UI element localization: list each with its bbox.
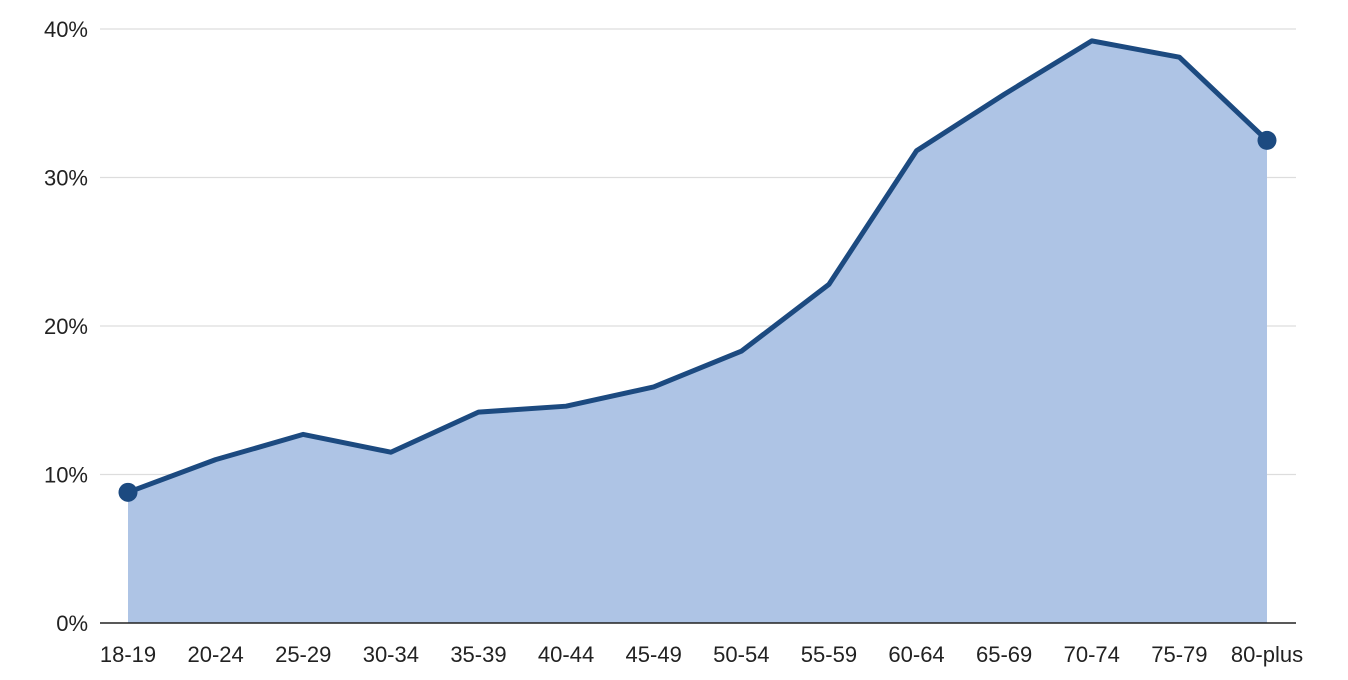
y-tick-label: 10% bbox=[44, 463, 88, 488]
x-tick-label: 70-74 bbox=[1064, 642, 1120, 667]
area-fill-layer bbox=[128, 40, 1267, 623]
endpoint-marker-80-plus bbox=[1257, 130, 1277, 150]
y-axis-tick-labels: 0% 10% 20% 30% 40% bbox=[44, 17, 88, 636]
series-line bbox=[125, 38, 1270, 495]
x-tick-label: 30-34 bbox=[363, 642, 419, 667]
x-tick-label: 20-24 bbox=[187, 642, 243, 667]
y-tick-label: 30% bbox=[44, 166, 88, 191]
x-axis-tick-labels: 18-19 20-24 25-29 30-34 35-39 40-44 45-49 50-54… bbox=[100, 642, 1303, 667]
x-tick-label: 40-44 bbox=[538, 642, 594, 667]
x-tick-label: 50-54 bbox=[713, 642, 769, 667]
x-tick-label: 60-64 bbox=[888, 642, 944, 667]
x-tick-label: 55-59 bbox=[801, 642, 857, 667]
y-tick-label: 20% bbox=[44, 314, 88, 339]
x-tick-label: 25-29 bbox=[275, 642, 331, 667]
x-tick-label: 45-49 bbox=[626, 642, 682, 667]
x-tick-label: 75-79 bbox=[1151, 642, 1207, 667]
series-line-layer bbox=[125, 38, 1270, 495]
x-tick-label: 35-39 bbox=[450, 642, 506, 667]
x-tick-label: 80-plus bbox=[1231, 642, 1303, 667]
endpoint-marker-18-19 bbox=[118, 482, 138, 502]
y-tick-label: 0% bbox=[56, 611, 88, 636]
endpoint-markers bbox=[118, 130, 1277, 502]
area-fill bbox=[128, 40, 1267, 623]
x-tick-label: 65-69 bbox=[976, 642, 1032, 667]
y-tick-label: 40% bbox=[44, 17, 88, 42]
x-tick-label: 18-19 bbox=[100, 642, 156, 667]
